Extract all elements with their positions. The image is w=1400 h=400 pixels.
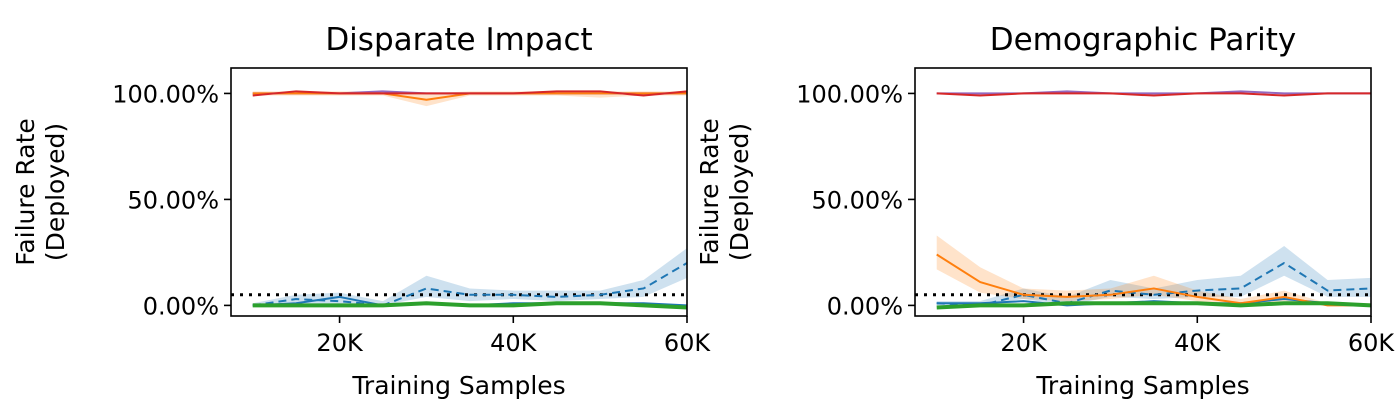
chart-title: Disparate Impact	[325, 22, 592, 58]
y-tick-label: 0.00%	[827, 292, 903, 320]
series-line-3	[936, 253, 1371, 307]
x-axis-label: Training Samples	[351, 371, 565, 400]
plot-frame	[914, 67, 1372, 317]
y-tick-label: 50.00%	[811, 186, 903, 214]
series-line-3	[252, 301, 687, 310]
x-tick-label: 60K	[1348, 329, 1396, 357]
x-tick-label: 20K	[316, 329, 364, 357]
confidence-band-5	[252, 91, 687, 107]
series-line-6	[252, 90, 687, 97]
chart-title: Demographic Parity	[990, 22, 1297, 58]
confidence-band-1	[252, 248, 687, 306]
confidence-band-1	[936, 246, 1371, 306]
x-tick-label: 20K	[1000, 329, 1048, 357]
y-tick-label: 50.00%	[127, 186, 219, 214]
x-tick-label: 60K	[664, 329, 712, 357]
y-tick-label: 100.00%	[796, 80, 903, 108]
x-tick-label: 40K	[1174, 329, 1222, 357]
y-tick-label: 100.00%	[112, 80, 219, 108]
y-tick-label: 0.00%	[143, 292, 219, 320]
series-line-6	[936, 92, 1371, 97]
series-line-5	[936, 90, 1371, 95]
confidence-band-3	[936, 235, 1371, 306]
y-axis-label-line-1: Failure Rate	[695, 118, 724, 266]
y-axis-label-line-1: Failure Rate	[11, 118, 40, 266]
y-axis-label-line-2: (Deployed)	[725, 123, 754, 261]
plot-frame	[230, 67, 688, 317]
plot-area	[915, 90, 1371, 310]
series-line-4	[936, 301, 1371, 310]
y-axis-label-line-2: (Deployed)	[41, 123, 70, 261]
x-tick-label: 40K	[490, 329, 538, 357]
chart-panel-1: 20K 40K 60K 0.00% 50.00% 100.00% Disparate Imp…	[11, 22, 711, 400]
x-axis-label: Training Samples	[1035, 371, 1249, 400]
series-line-1	[936, 262, 1371, 307]
chart-panel-2: 20K 40K 60K 0.00% 50.00% 100.00% Demographic P…	[695, 22, 1395, 400]
plot-area	[231, 90, 687, 310]
series-line-1	[252, 262, 687, 307]
